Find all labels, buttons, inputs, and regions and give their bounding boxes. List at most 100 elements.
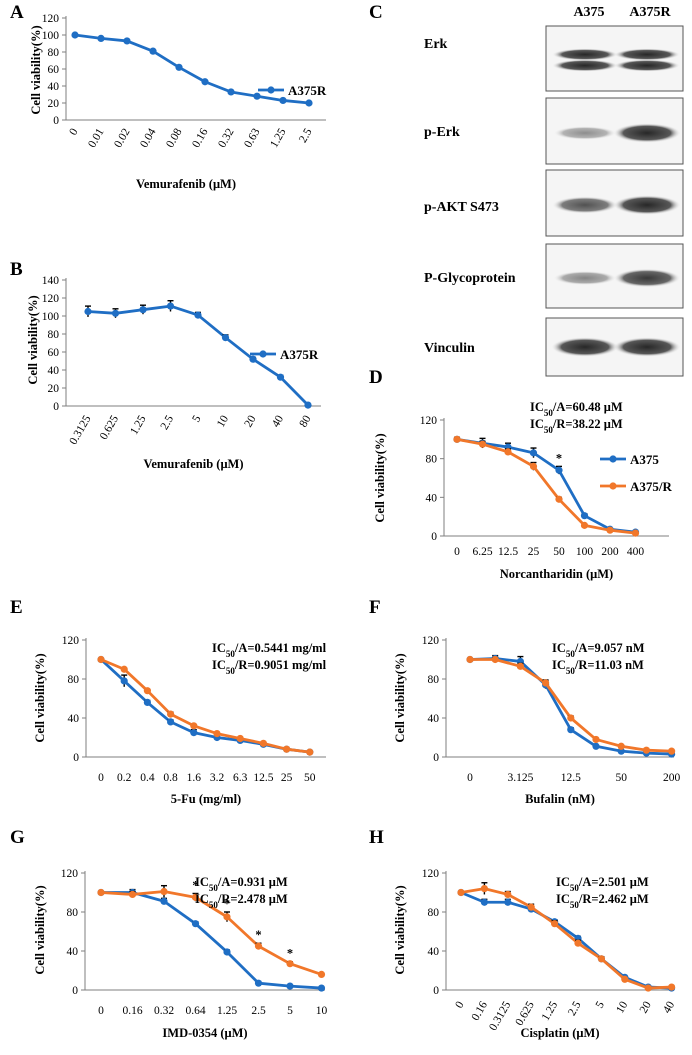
blot-row-p-akt-s473: p-AKT S473 xyxy=(424,169,684,237)
data-point xyxy=(167,718,175,726)
x-tick-label: 10 xyxy=(316,1005,328,1017)
data-point xyxy=(567,714,575,722)
x-tick-label: 0 xyxy=(467,772,473,784)
x-tick-label: 200 xyxy=(663,772,681,784)
ic50-annotation: IC50/A=60.48 μM xyxy=(530,400,623,418)
chart-e: E 0 40 80 120 0 0.2 0.4 0.8 1.6 3.2 6.3 12.5 25 50 5-Fu… xyxy=(10,597,327,806)
y-tick-label: 0 xyxy=(433,985,439,997)
blot-row-label: p-Erk xyxy=(424,125,460,140)
data-point xyxy=(167,710,175,718)
y-tick-label: 40 xyxy=(48,365,60,377)
data-point xyxy=(580,521,589,529)
data-point xyxy=(149,47,157,55)
blot-column-label: A375 xyxy=(573,5,604,20)
x-axis-title: Vemurafenib (μM) xyxy=(136,177,236,191)
x-axis-title: IMD-0354 (μM) xyxy=(162,1026,247,1040)
y-tick-label: 60 xyxy=(48,347,60,359)
data-point xyxy=(227,88,235,96)
chart-d: D 0 40 80 120 0 6.25 12.5 25 50 100 200 400 Norcantha… xyxy=(369,367,673,581)
y-tick-label: 120 xyxy=(62,635,80,647)
data-point xyxy=(617,742,625,750)
x-tick-label: 3.2 xyxy=(210,772,225,784)
data-point xyxy=(478,440,487,448)
blot-band xyxy=(552,59,618,72)
series-a375r xyxy=(84,300,312,409)
y-tick-label: 40 xyxy=(68,713,80,725)
y-axis-title: Cell viability(%) xyxy=(29,25,43,114)
data-point xyxy=(259,739,267,747)
data-point xyxy=(644,984,652,992)
x-tick-label: 0.63 xyxy=(242,126,263,150)
data-point xyxy=(123,37,131,45)
data-point xyxy=(592,735,600,744)
x-tick-label: 1.25 xyxy=(540,999,561,1023)
data-point xyxy=(504,890,512,899)
x-tick-label: 10 xyxy=(215,413,231,429)
data-point xyxy=(201,78,209,86)
y-tick-label: 120 xyxy=(42,13,60,25)
panel-label-d: D xyxy=(369,367,383,388)
data-point xyxy=(286,960,294,968)
ic50-annotation: IC50/A=2.501 μM xyxy=(556,875,649,893)
series-line xyxy=(74,33,310,105)
legend-swatch-marker xyxy=(259,350,267,358)
x-tick-label: 0.625 xyxy=(98,413,121,442)
series-a375r xyxy=(71,31,313,107)
data-point xyxy=(194,311,202,319)
data-point xyxy=(529,449,538,457)
x-tick-label: 25 xyxy=(281,772,293,784)
data-point xyxy=(504,898,512,906)
x-axis-title: Vemurafenib (μM) xyxy=(143,457,243,471)
x-tick-label: 12.5 xyxy=(253,772,273,784)
data-point xyxy=(213,730,221,738)
y-tick-label: 40 xyxy=(67,946,79,958)
y-axis-title: Cell viability(%) xyxy=(33,885,47,974)
x-axis-title: 5-Fu (mg/ml) xyxy=(171,792,241,806)
series-a375-r xyxy=(97,884,326,979)
blot-column-label: A375R xyxy=(629,5,671,20)
x-tick-label: 0.32 xyxy=(216,126,237,150)
y-tick-label: 100 xyxy=(42,311,60,323)
blot-band xyxy=(614,59,680,72)
data-point xyxy=(97,888,105,897)
legend-label: A375/R xyxy=(630,479,673,494)
x-tick-label: 50 xyxy=(615,772,627,784)
blot-band xyxy=(613,268,681,288)
panel-label-c: C xyxy=(369,2,383,23)
data-point xyxy=(236,734,244,743)
significance-star: * xyxy=(192,878,198,892)
data-point xyxy=(191,920,200,928)
x-tick-label: 0.3125 xyxy=(67,413,93,447)
chart-h: H 0 40 80 120 0 0.160.3125 0.625 1.25 2.5 5 10 20 40 C… xyxy=(369,827,677,1040)
y-tick-label: 40 xyxy=(428,946,440,958)
y-tick-label: 0 xyxy=(433,752,439,764)
y-tick-label: 100 xyxy=(42,30,60,42)
blot-band xyxy=(553,271,617,285)
x-tick-label: 20 xyxy=(638,999,654,1015)
y-axis-title: Cell viability(%) xyxy=(26,295,40,384)
x-tick-label: 400 xyxy=(627,546,645,558)
data-point xyxy=(504,448,512,456)
x-tick-label: 100 xyxy=(576,546,594,558)
data-point xyxy=(491,655,499,664)
chart-f: F 0 40 80 120 0 3.125 12.5 50 200 Bufalin (nM) Cell… xyxy=(369,597,680,806)
blot-row-label: P-Glycoprotein xyxy=(424,271,516,286)
legend-entry: A375 xyxy=(600,452,659,467)
x-tick-label: 2.5 xyxy=(159,413,177,432)
data-point xyxy=(555,466,563,474)
western-blot-panel: C A375 A375R Erk p-Erk p-AKT S473 P-Glycoprote… xyxy=(369,2,684,377)
series-a375-r xyxy=(466,655,676,755)
x-tick-label: 0.08 xyxy=(164,126,185,150)
legend-entry: A375R xyxy=(258,83,327,98)
blot-band xyxy=(613,195,681,215)
x-tick-label: 0.02 xyxy=(112,126,133,150)
data-point xyxy=(111,309,120,317)
x-tick-label: 20 xyxy=(242,413,258,429)
data-point xyxy=(466,655,474,664)
ic50-annotation: IC50/A=0.5441 mg/ml xyxy=(212,641,327,659)
x-tick-label: 50 xyxy=(553,546,565,558)
panel-label-b: B xyxy=(10,259,23,280)
data-point xyxy=(254,979,263,987)
y-tick-label: 120 xyxy=(61,868,79,880)
data-point xyxy=(143,687,151,695)
